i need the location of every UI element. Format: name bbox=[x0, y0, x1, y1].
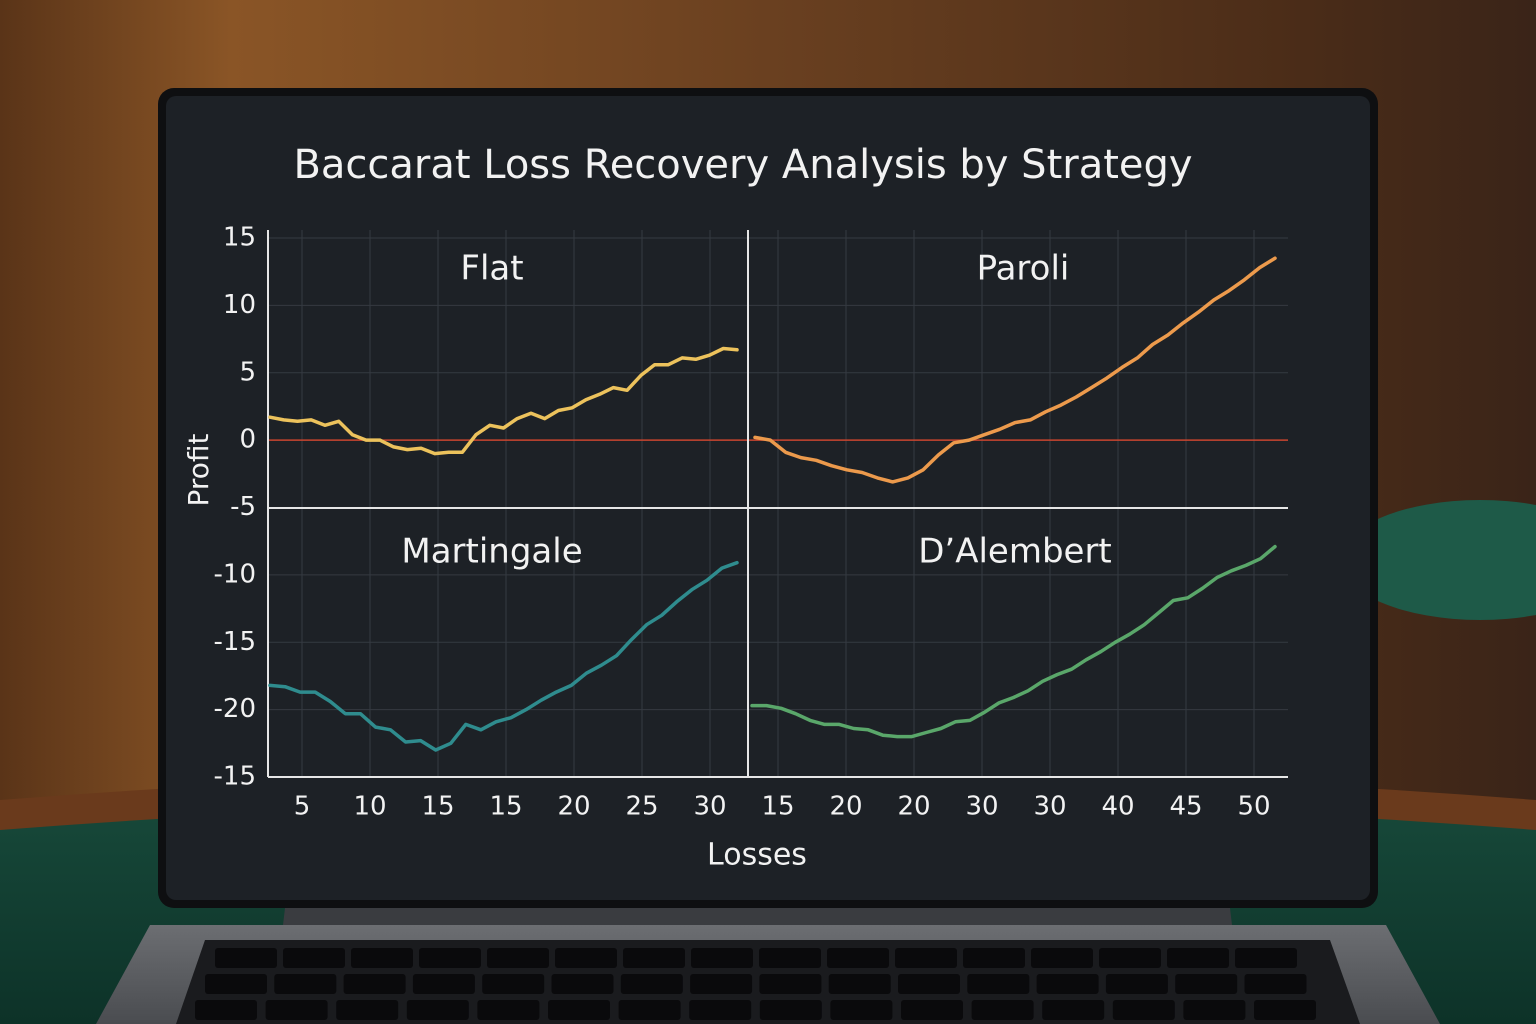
key bbox=[274, 974, 337, 994]
x-tick-label: 15 bbox=[761, 792, 794, 822]
key bbox=[1175, 974, 1238, 994]
key bbox=[406, 1000, 469, 1020]
laptop-hinge bbox=[283, 908, 1232, 925]
key bbox=[548, 1000, 610, 1020]
x-tick-label: 20 bbox=[557, 792, 590, 822]
key bbox=[1235, 948, 1297, 968]
x-tick-label: 30 bbox=[693, 792, 726, 822]
key bbox=[487, 948, 549, 968]
x-tick-label: 10 bbox=[353, 792, 386, 822]
y-tick-label: -15 bbox=[214, 627, 256, 657]
key bbox=[623, 948, 685, 968]
key bbox=[830, 1000, 893, 1020]
x-tick-label: 30 bbox=[965, 792, 998, 822]
key bbox=[195, 1000, 257, 1020]
key bbox=[555, 948, 617, 968]
x-tick-label: 40 bbox=[1101, 792, 1134, 822]
key bbox=[895, 948, 957, 968]
x-tick-label: 50 bbox=[1237, 792, 1270, 822]
key bbox=[690, 974, 753, 994]
key bbox=[1036, 974, 1099, 994]
key bbox=[759, 1000, 822, 1020]
panel-title: D’Alembert bbox=[918, 532, 1112, 572]
x-tick-label: 15 bbox=[421, 792, 454, 822]
key bbox=[828, 974, 891, 994]
series-line bbox=[753, 256, 1277, 484]
key bbox=[1031, 948, 1093, 968]
key bbox=[205, 974, 267, 994]
key bbox=[1183, 1000, 1246, 1020]
series-line bbox=[268, 560, 739, 752]
key bbox=[901, 1000, 963, 1020]
key bbox=[343, 974, 406, 994]
key bbox=[898, 974, 960, 994]
laptop-screen bbox=[166, 96, 1370, 900]
key bbox=[1042, 1000, 1105, 1020]
y-axis-label: Profit bbox=[182, 433, 215, 506]
x-axis-label: Losses bbox=[707, 838, 807, 873]
series-line bbox=[268, 346, 739, 456]
key bbox=[336, 1000, 399, 1020]
y-tick-label: 5 bbox=[239, 357, 256, 387]
chart-title: Baccarat Loss Recovery Analysis by Strat… bbox=[293, 142, 1192, 188]
key bbox=[551, 974, 614, 994]
y-tick-label: -20 bbox=[214, 694, 256, 724]
panel-title: Flat bbox=[460, 249, 523, 289]
x-tick-label: 5 bbox=[294, 792, 311, 822]
key bbox=[971, 1000, 1034, 1020]
key bbox=[1244, 974, 1307, 994]
y-tick-label: -5 bbox=[230, 492, 256, 522]
key bbox=[967, 974, 1030, 994]
key bbox=[691, 948, 753, 968]
y-tick-label: 10 bbox=[223, 290, 256, 320]
x-tick-label: 25 bbox=[625, 792, 658, 822]
key bbox=[1254, 1000, 1316, 1020]
chart: Baccarat Loss Recovery Analysis by Strat… bbox=[182, 142, 1288, 873]
key bbox=[1112, 1000, 1175, 1020]
x-tick-label: 45 bbox=[1169, 792, 1202, 822]
background-table bbox=[1340, 500, 1536, 620]
x-tick-label: 20 bbox=[897, 792, 930, 822]
key bbox=[419, 948, 481, 968]
key bbox=[759, 948, 821, 968]
y-tick-label: -10 bbox=[214, 559, 256, 589]
key bbox=[477, 1000, 540, 1020]
y-tick-label: 15 bbox=[223, 223, 256, 253]
key bbox=[618, 1000, 681, 1020]
key bbox=[689, 1000, 752, 1020]
key bbox=[963, 948, 1025, 968]
key bbox=[1105, 974, 1168, 994]
panel-title: Martingale bbox=[401, 532, 582, 572]
key bbox=[482, 974, 545, 994]
key bbox=[1099, 948, 1161, 968]
x-tick-label: 20 bbox=[829, 792, 862, 822]
panel-title: Paroli bbox=[977, 249, 1070, 289]
key bbox=[412, 974, 475, 994]
key bbox=[827, 948, 889, 968]
key bbox=[759, 974, 822, 994]
x-tick-label: 15 bbox=[489, 792, 522, 822]
key bbox=[265, 1000, 328, 1020]
key bbox=[351, 948, 413, 968]
key bbox=[620, 974, 683, 994]
key bbox=[1167, 948, 1229, 968]
key bbox=[283, 948, 345, 968]
key bbox=[215, 948, 277, 968]
y-tick-label: -15 bbox=[214, 762, 256, 792]
series-line bbox=[750, 544, 1277, 739]
x-tick-label: 30 bbox=[1033, 792, 1066, 822]
y-tick-label: 0 bbox=[239, 425, 256, 455]
